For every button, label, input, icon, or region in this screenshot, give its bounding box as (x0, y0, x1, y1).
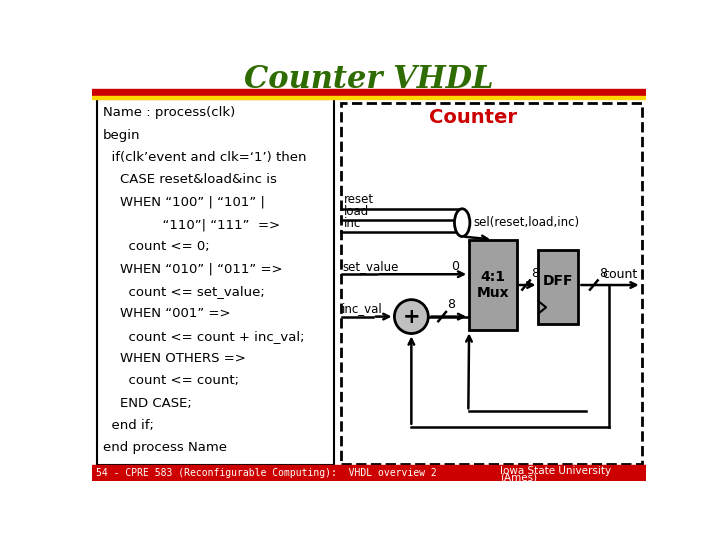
Text: Counter VHDL: Counter VHDL (244, 64, 494, 95)
Bar (341, 103, 642, 464)
Text: CASE reset&load&inc is: CASE reset&load&inc is (102, 173, 276, 186)
Text: count <= 0;: count <= 0; (102, 240, 210, 253)
Text: (Ames): (Ames) (500, 472, 537, 483)
Text: inc_val: inc_val (342, 302, 383, 315)
Text: if(clk’event and clk=‘1’) then: if(clk’event and clk=‘1’) then (102, 151, 306, 164)
Text: “110”| “111”  =>: “110”| “111” => (102, 218, 279, 231)
Text: 4:1
Mux: 4:1 Mux (477, 270, 509, 300)
Text: count: count (603, 268, 638, 281)
Text: reset: reset (343, 193, 374, 206)
Text: Name : process(clk): Name : process(clk) (102, 106, 235, 119)
Text: WHEN “001” =>: WHEN “001” => (102, 307, 230, 320)
Text: END CASE;: END CASE; (102, 397, 192, 410)
Text: count <= set_value;: count <= set_value; (102, 285, 264, 298)
Text: 0: 0 (451, 260, 459, 273)
Text: 8: 8 (531, 267, 539, 280)
Text: count <= count;: count <= count; (102, 374, 238, 387)
Ellipse shape (454, 209, 470, 237)
Text: count <= count + inc_val;: count <= count + inc_val; (102, 330, 304, 343)
Text: 8: 8 (599, 267, 607, 280)
Text: WHEN “010” | “011” =>: WHEN “010” | “011” => (102, 262, 282, 276)
Bar (469, 240, 517, 330)
Text: set_value: set_value (342, 260, 398, 273)
Text: DFF: DFF (543, 274, 574, 288)
Circle shape (395, 300, 428, 334)
Bar (92, 90, 647, 96)
Text: WHEN “100” | “101” |: WHEN “100” | “101” | (102, 195, 264, 208)
Text: sel(reset,load,inc): sel(reset,load,inc) (473, 216, 579, 229)
Text: load: load (343, 205, 369, 218)
Bar (97, 99, 334, 465)
Bar (539, 251, 578, 325)
Text: end process Name: end process Name (102, 441, 227, 454)
Text: WHEN OTHERS =>: WHEN OTHERS => (102, 352, 246, 365)
Bar (92, 96, 647, 99)
Text: inc: inc (343, 217, 361, 230)
Text: +: + (402, 307, 420, 327)
Text: 8: 8 (448, 298, 456, 311)
Text: Iowa State University: Iowa State University (500, 465, 611, 476)
Text: Counter: Counter (429, 107, 517, 127)
Text: 54 - CPRE 583 (Reconfigurable Computing):  VHDL overview 2: 54 - CPRE 583 (Reconfigurable Computing)… (96, 468, 437, 478)
Text: begin: begin (102, 129, 140, 141)
Bar (92, 465, 647, 481)
Text: end if;: end if; (102, 419, 153, 432)
